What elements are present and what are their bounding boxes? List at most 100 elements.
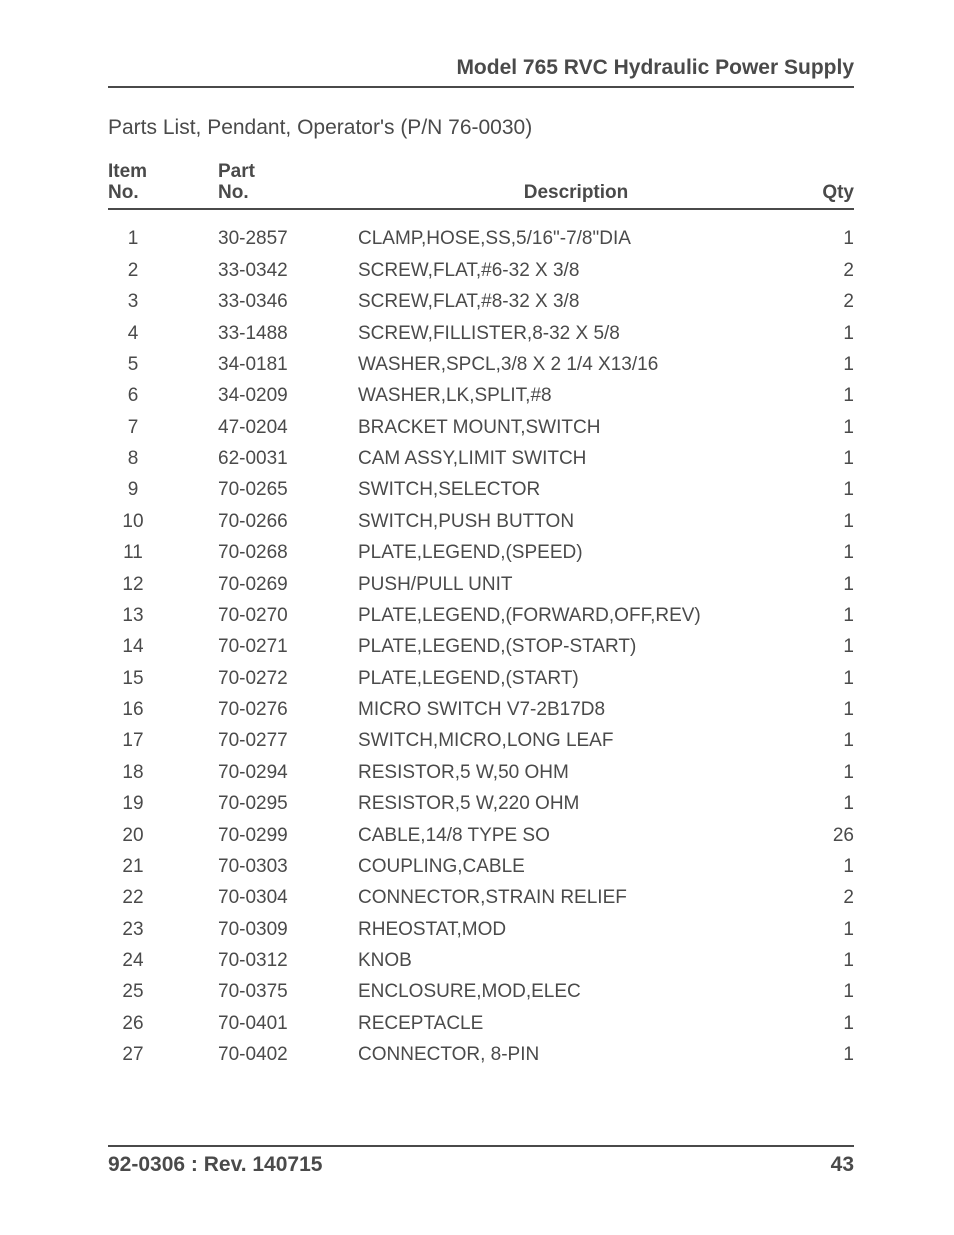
cell-description: COUPLING,CABLE xyxy=(358,851,794,882)
cell-qty: 1 xyxy=(794,569,854,600)
cell-part-no: 70-0272 xyxy=(218,663,358,694)
table-row: 2070-0299CABLE,14/8 TYPE SO26 xyxy=(108,820,854,851)
cell-qty: 1 xyxy=(794,412,854,443)
table-row: 634-0209WASHER,LK,SPLIT,#81 xyxy=(108,381,854,412)
table-row: 1870-0294RESISTOR,5 W,50 OHM1 xyxy=(108,757,854,788)
cell-part-no: 70-0271 xyxy=(218,632,358,663)
cell-qty: 1 xyxy=(794,914,854,945)
cell-description: WASHER,SPCL,3/8 X 2 1/4 X13/16 xyxy=(358,349,794,380)
cell-qty: 1 xyxy=(794,945,854,976)
table-row: 862-0031CAM ASSY,LIMIT SWITCH1 xyxy=(108,443,854,474)
cell-description: KNOB xyxy=(358,945,794,976)
cell-part-no: 70-0375 xyxy=(218,977,358,1008)
cell-part-no: 70-0295 xyxy=(218,789,358,820)
running-head: Model 765 RVC Hydraulic Power Supply xyxy=(108,56,854,88)
cell-qty: 1 xyxy=(794,789,854,820)
cell-item-no: 21 xyxy=(108,851,218,882)
cell-item-no: 25 xyxy=(108,977,218,1008)
cell-qty: 1 xyxy=(794,1040,854,1071)
cell-description: SWITCH,PUSH BUTTON xyxy=(358,506,794,537)
cell-item-no: 7 xyxy=(108,412,218,443)
cell-part-no: 62-0031 xyxy=(218,443,358,474)
cell-part-no: 70-0299 xyxy=(218,820,358,851)
cell-part-no: 70-0294 xyxy=(218,757,358,788)
cell-description: SCREW,FILLISTER,8-32 X 5/8 xyxy=(358,318,794,349)
cell-description: PLATE,LEGEND,(FORWARD,OFF,REV) xyxy=(358,600,794,631)
cell-description: PLATE,LEGEND,(SPEED) xyxy=(358,538,794,569)
col-header-desc: Description xyxy=(358,162,794,209)
cell-part-no: 70-0312 xyxy=(218,945,358,976)
cell-part-no: 33-0342 xyxy=(218,255,358,286)
cell-qty: 26 xyxy=(794,820,854,851)
cell-item-no: 13 xyxy=(108,600,218,631)
cell-part-no: 33-0346 xyxy=(218,287,358,318)
cell-qty: 1 xyxy=(794,506,854,537)
page-footer: 92-0306 : Rev. 140715 43 xyxy=(108,1145,854,1177)
cell-description: CONNECTOR, 8-PIN xyxy=(358,1040,794,1071)
cell-item-no: 14 xyxy=(108,632,218,663)
table-row: 2370-0309RHEOSTAT,MOD1 xyxy=(108,914,854,945)
page: Model 765 RVC Hydraulic Power Supply Par… xyxy=(0,0,954,1235)
cell-part-no: 34-0209 xyxy=(218,381,358,412)
cell-part-no: 70-0309 xyxy=(218,914,358,945)
parts-table-head: Item No. Part No. Description Qty xyxy=(108,162,854,209)
col-header-item-l2: No. xyxy=(108,182,139,203)
parts-table-body: 130-2857CLAMP,HOSE,SS,5/16"-7/8"DIA1233-… xyxy=(108,209,854,1071)
cell-part-no: 70-0304 xyxy=(218,883,358,914)
cell-description: PLATE,LEGEND,(START) xyxy=(358,663,794,694)
col-header-item: Item No. xyxy=(108,162,218,209)
cell-part-no: 70-0266 xyxy=(218,506,358,537)
cell-item-no: 12 xyxy=(108,569,218,600)
cell-qty: 1 xyxy=(794,1008,854,1039)
cell-item-no: 8 xyxy=(108,443,218,474)
col-header-part: Part No. xyxy=(218,162,358,209)
cell-description: RECEPTACLE xyxy=(358,1008,794,1039)
cell-part-no: 70-0303 xyxy=(218,851,358,882)
cell-description: CONNECTOR,STRAIN RELIEF xyxy=(358,883,794,914)
cell-description: SCREW,FLAT,#8-32 X 3/8 xyxy=(358,287,794,318)
parts-table: Item No. Part No. Description Qty 130-28… xyxy=(108,162,854,1071)
table-row: 130-2857CLAMP,HOSE,SS,5/16"-7/8"DIA1 xyxy=(108,224,854,255)
table-row: 433-1488SCREW,FILLISTER,8-32 X 5/81 xyxy=(108,318,854,349)
cell-qty: 1 xyxy=(794,538,854,569)
cell-item-no: 11 xyxy=(108,538,218,569)
parts-list-title: Parts List, Pendant, Operator's (P/N 76-… xyxy=(108,116,854,140)
table-row: 1570-0272PLATE,LEGEND,(START)1 xyxy=(108,663,854,694)
cell-description: BRACKET MOUNT,SWITCH xyxy=(358,412,794,443)
table-row: 333-0346SCREW,FLAT,#8-32 X 3/82 xyxy=(108,287,854,318)
cell-item-no: 18 xyxy=(108,757,218,788)
cell-description: CABLE,14/8 TYPE SO xyxy=(358,820,794,851)
cell-item-no: 4 xyxy=(108,318,218,349)
cell-description: SWITCH,MICRO,LONG LEAF xyxy=(358,726,794,757)
table-row: 1170-0268PLATE,LEGEND,(SPEED)1 xyxy=(108,538,854,569)
parts-table-header-row: Item No. Part No. Description Qty xyxy=(108,162,854,209)
cell-item-no: 1 xyxy=(108,224,218,255)
cell-qty: 1 xyxy=(794,475,854,506)
cell-item-no: 10 xyxy=(108,506,218,537)
cell-qty: 1 xyxy=(794,381,854,412)
cell-part-no: 70-0265 xyxy=(218,475,358,506)
table-row: 747-0204BRACKET MOUNT,SWITCH1 xyxy=(108,412,854,443)
col-header-part-l1: Part xyxy=(218,161,255,182)
cell-item-no: 9 xyxy=(108,475,218,506)
table-row: 1070-0266SWITCH,PUSH BUTTON1 xyxy=(108,506,854,537)
table-row: 2170-0303COUPLING,CABLE1 xyxy=(108,851,854,882)
cell-qty: 1 xyxy=(794,977,854,1008)
table-row: 1470-0271PLATE,LEGEND,(STOP-START)1 xyxy=(108,632,854,663)
cell-part-no: 33-1488 xyxy=(218,318,358,349)
cell-description: RHEOSTAT,MOD xyxy=(358,914,794,945)
footer-left: 92-0306 : Rev. 140715 xyxy=(108,1153,322,1177)
table-row: 2770-0402CONNECTOR, 8-PIN1 xyxy=(108,1040,854,1071)
table-row: 1670-0276MICRO SWITCH V7-2B17D81 xyxy=(108,694,854,725)
footer-right: 43 xyxy=(831,1153,854,1177)
table-row: 2270-0304CONNECTOR,STRAIN RELIEF2 xyxy=(108,883,854,914)
cell-qty: 1 xyxy=(794,224,854,255)
cell-part-no: 70-0270 xyxy=(218,600,358,631)
table-spacer-row xyxy=(108,209,854,224)
cell-qty: 1 xyxy=(794,851,854,882)
cell-qty: 1 xyxy=(794,632,854,663)
cell-part-no: 70-0268 xyxy=(218,538,358,569)
table-row: 1270-0269PUSH/PULL UNIT1 xyxy=(108,569,854,600)
cell-qty: 1 xyxy=(794,600,854,631)
cell-description: PLATE,LEGEND,(STOP-START) xyxy=(358,632,794,663)
